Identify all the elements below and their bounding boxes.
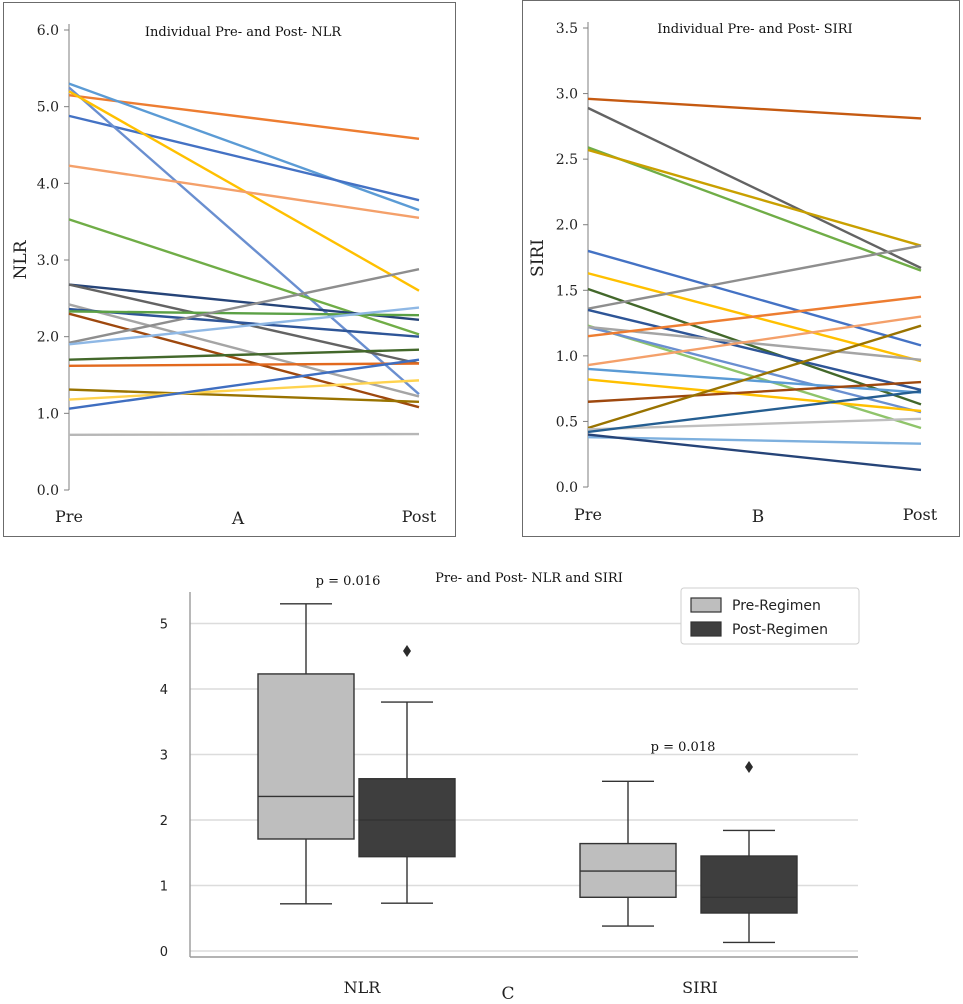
series-line-p12 [587,325,922,361]
y-tick-label: 5 [160,618,168,633]
nlr-line-chart: Individual Pre- and Post- NLR 0.0 1.0 2.0 3.… [11,23,437,529]
box-post-regimen-siri [700,855,798,914]
chart-panel-c: Pre- and Post- NLR and SIRI 0 1 2 3 4 5 p = 0.0… [140,560,880,1004]
x-tick-label-siri: SIRI [682,978,718,997]
legend-label-post-regimen: Post-Regimen [732,622,828,638]
y-tick-label: 0 [160,945,168,960]
y-tick-label: 2.5 [556,152,578,168]
series-line-p20 [587,390,922,434]
y-tick-label: 3 [160,749,168,764]
x-tick-label-pre: Pre [574,505,602,524]
series-line-p14 [68,268,420,344]
series-line-p18 [587,324,922,430]
series-line-p19 [68,379,420,401]
y-tick-label: 3.5 [556,21,578,37]
x-tick-label-nlr: NLR [344,978,382,997]
legend-box [680,587,860,645]
series-line-p8 [587,244,922,310]
y-tick-label: 0.0 [556,480,578,496]
series-line-p16 [68,348,420,361]
y-tick-label: 1.0 [37,406,59,422]
y-axis-label: NLR [11,239,31,279]
y-tick-label: 4 [160,683,168,698]
series-line-p17 [68,362,420,367]
legend-swatch-pre-regimen [690,597,722,613]
series-line-p2 [587,106,922,270]
series-line-p1 [587,97,922,120]
series-line-p13 [68,312,420,409]
y-tick-label: 4.0 [37,176,59,192]
chart-title: Individual Pre- and Post- NLR [145,25,342,40]
legend-label-pre-regimen: Pre-Regimen [732,598,821,614]
series-line-p1 [68,93,420,141]
y-tick-label: 6.0 [37,23,59,39]
series-line-p3 [68,114,420,202]
series-line-p21 [587,435,922,445]
series-line-p5 [587,249,922,347]
series-line-p3 [587,146,922,272]
series-line-p22 [587,433,922,472]
y-tick-label: 3.0 [556,87,578,103]
series-line-p21 [68,432,420,436]
y-tick-label: 1.5 [556,283,578,299]
series-line-p11 [68,307,420,338]
x-tick-label-post: Post [402,507,437,526]
chart-title: Pre- and Post- NLR and SIRI [435,571,623,586]
y-axis-label: SIRI [528,239,548,277]
series-line-p13 [587,295,922,338]
y-tick-label: 1.0 [556,349,578,365]
panel-label: A [231,509,245,529]
siri-line-chart: Individual Pre- and Post- SIRI 0.0 0.5 1.0 1… [528,21,938,527]
y-tick-label: 2 [160,814,168,829]
series-line-p9 [587,308,922,392]
y-tick-label: 0.5 [556,414,578,430]
series-line-p4 [587,148,922,247]
p-value-nlr: p = 0.016 [316,574,381,589]
y-tick-label: 3.0 [37,253,59,269]
series-line-p20 [68,358,420,410]
chart-title: Individual Pre- and Post- SIRI [657,22,852,37]
box-pre-regimen-nlr [257,673,355,840]
series-line-p6 [68,164,420,220]
outlier-marker-post-regimen-nlr [403,645,411,658]
series-line-p15 [587,367,922,394]
chart-panel-b: Individual Pre- and Post- SIRI 0.0 0.5 1.0 1… [522,0,960,537]
box-post-regimen-nlr [358,778,456,858]
series-line-p19 [587,417,922,431]
y-tick-label: 0.0 [37,483,59,499]
panel-label: C [501,984,514,1004]
legend-swatch-post-regimen [690,621,722,637]
y-tick-label: 2.0 [556,218,578,234]
series-line-p17 [587,380,922,403]
series-line-p10 [68,303,420,398]
y-tick-label: 2.0 [37,330,59,346]
series-line-p16 [587,378,922,413]
series-line-p2 [68,82,420,212]
y-tick-label: 5.0 [37,100,59,116]
nlr-siri-box-chart: Pre- and Post- NLR and SIRI 0 1 2 3 4 5 p = 0.0… [160,571,860,1004]
outlier-marker-post-regimen-siri [745,760,753,773]
series-line-p18 [68,388,420,404]
y-tick-label: 1 [160,880,168,895]
x-tick-label-pre: Pre [55,507,83,526]
x-tick-label-post: Post [903,505,938,524]
series-line-p7 [587,287,922,406]
series-line-p15 [68,306,420,346]
p-value-siri: p = 0.018 [651,740,716,755]
chart-panel-a: Individual Pre- and Post- NLR 0.0 1.0 2.0 3.… [3,2,456,537]
series-line-p4 [68,86,420,396]
panel-label: B [752,507,765,527]
series-line-p14 [587,315,922,367]
